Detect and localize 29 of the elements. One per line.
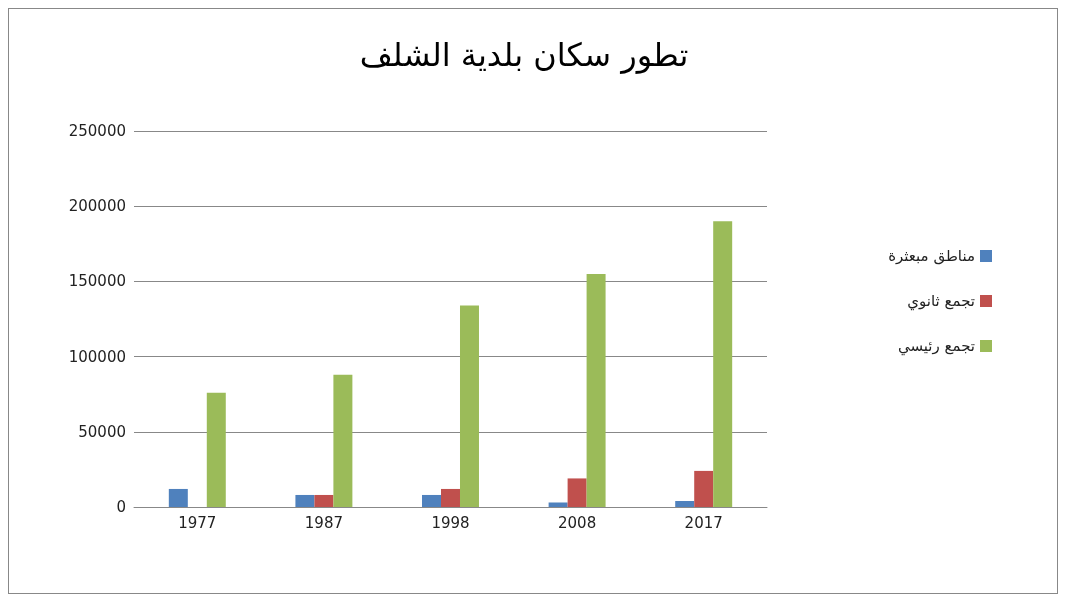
y-tick-label: 50000 bbox=[78, 422, 126, 441]
y-tick-label: 150000 bbox=[68, 272, 126, 291]
x-tick-label: 2008 bbox=[558, 513, 597, 532]
bar bbox=[314, 494, 334, 507]
bar bbox=[422, 494, 442, 507]
y-tick-label: 100000 bbox=[68, 347, 126, 366]
bar bbox=[333, 374, 353, 507]
bar bbox=[206, 392, 226, 507]
bar bbox=[548, 502, 568, 507]
legend-label: تجمع ثانوي bbox=[907, 292, 975, 311]
bar bbox=[460, 305, 479, 507]
bar bbox=[694, 470, 714, 507]
bar bbox=[295, 494, 315, 507]
x-tick-label: 1998 bbox=[431, 513, 470, 532]
y-tick-label: 200000 bbox=[68, 197, 126, 216]
bar bbox=[713, 221, 733, 507]
y-tick-label: 0 bbox=[116, 498, 126, 516]
chart-title: تطور سكان بلدية الشلف bbox=[359, 36, 689, 74]
bar bbox=[586, 273, 606, 507]
x-tick-label: 2017 bbox=[684, 513, 723, 532]
x-tick-label: 1977 bbox=[178, 513, 217, 532]
bar bbox=[567, 478, 587, 507]
x-tick-label: 1987 bbox=[304, 513, 343, 532]
y-tick-label: 250000 bbox=[68, 122, 126, 140]
legend-label: تجمع رئيسي bbox=[897, 337, 975, 356]
legend-label: مناطق مبعثرة bbox=[888, 247, 975, 265]
bar bbox=[675, 500, 695, 507]
bar bbox=[168, 488, 188, 507]
bar bbox=[441, 488, 460, 507]
